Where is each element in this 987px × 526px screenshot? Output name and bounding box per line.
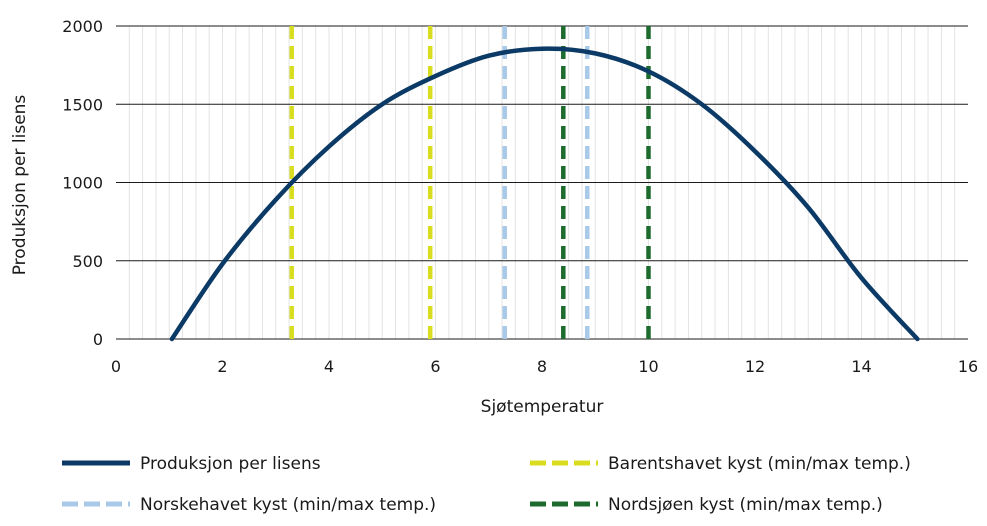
y-tick-label: 1000 bbox=[62, 174, 103, 193]
legend-label: Barentshavet kyst (min/max temp.) bbox=[608, 454, 911, 474]
legend-label: Norskehavet kyst (min/max temp.) bbox=[140, 495, 436, 515]
x-tick-label: 8 bbox=[537, 357, 547, 376]
x-tick-label: 6 bbox=[430, 357, 440, 376]
y-tick-label: 1500 bbox=[62, 95, 103, 114]
production-curve-group bbox=[169, 46, 920, 342]
y-tick-label: 2000 bbox=[62, 17, 103, 36]
x-tick-label: 14 bbox=[851, 357, 871, 376]
production-curve bbox=[169, 46, 920, 342]
legend-label: Nordsjøen kyst (min/max temp.) bbox=[608, 495, 883, 515]
legend: Produksjon per lisens Barentshavet kyst (… bbox=[62, 454, 911, 515]
x-tick-labels: 0 2 4 6 8 10 12 14 16 bbox=[111, 357, 978, 376]
x-tick-label: 2 bbox=[217, 357, 227, 376]
x-tick-label: 16 bbox=[958, 357, 978, 376]
x-axis-label: Sjøtemperatur bbox=[481, 397, 604, 417]
x-tick-label: 12 bbox=[745, 357, 765, 376]
y-axis-label: Produksjon per lisens bbox=[10, 95, 30, 276]
y-tick-labels: 0 500 1000 1500 2000 bbox=[62, 17, 103, 349]
major-gridlines bbox=[116, 25, 968, 340]
x-tick-label: 4 bbox=[324, 357, 334, 376]
y-tick-label: 0 bbox=[93, 330, 103, 349]
x-tick-label: 10 bbox=[638, 357, 658, 376]
legend-label: Produksjon per lisens bbox=[140, 454, 321, 474]
y-tick-label: 500 bbox=[72, 252, 103, 271]
x-tick-label: 0 bbox=[111, 357, 121, 376]
